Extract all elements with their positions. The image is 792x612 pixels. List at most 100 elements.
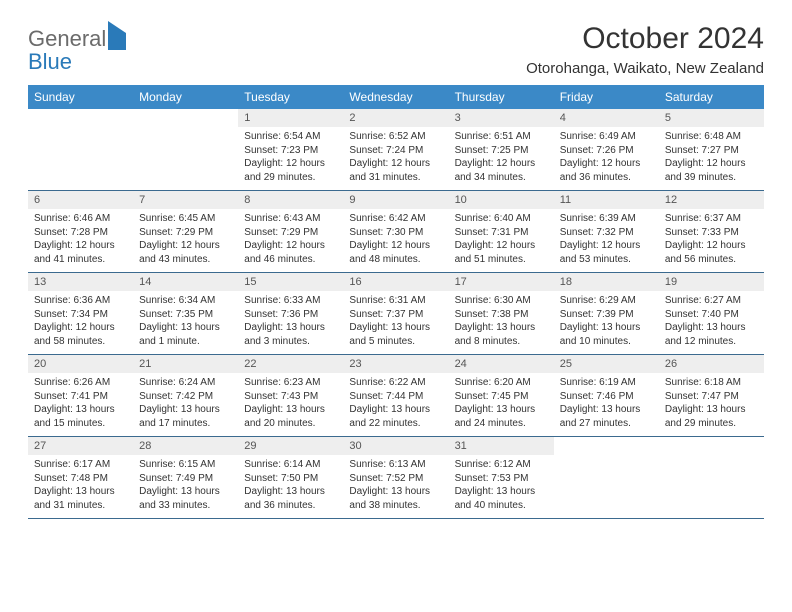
title-block: October 2024 Otorohanga, Waikato, New Ze… (526, 22, 764, 77)
daylight-text: Daylight: 13 hours and 40 minutes. (455, 485, 548, 512)
calendar-day-cell: 10Sunrise: 6:40 AMSunset: 7:31 PMDayligh… (449, 191, 554, 273)
sunrise-text: Sunrise: 6:45 AM (139, 212, 232, 226)
sunset-text: Sunset: 7:26 PM (560, 144, 653, 158)
sunset-text: Sunset: 7:29 PM (244, 226, 337, 240)
day-details: Sunrise: 6:42 AMSunset: 7:30 PMDaylight:… (343, 209, 448, 272)
day-number: 1 (238, 109, 343, 127)
day-number: 7 (133, 191, 238, 209)
daylight-text: Daylight: 12 hours and 56 minutes. (665, 239, 758, 266)
calendar-table: Sunday Monday Tuesday Wednesday Thursday… (28, 85, 764, 519)
calendar-day-cell: 5Sunrise: 6:48 AMSunset: 7:27 PMDaylight… (659, 109, 764, 191)
calendar-day-cell: 26Sunrise: 6:18 AMSunset: 7:47 PMDayligh… (659, 355, 764, 437)
day-details: Sunrise: 6:48 AMSunset: 7:27 PMDaylight:… (659, 127, 764, 190)
daylight-text: Daylight: 13 hours and 8 minutes. (455, 321, 548, 348)
calendar-day-cell: 4Sunrise: 6:49 AMSunset: 7:26 PMDaylight… (554, 109, 659, 191)
sunset-text: Sunset: 7:44 PM (349, 390, 442, 404)
calendar-day-cell: 7Sunrise: 6:45 AMSunset: 7:29 PMDaylight… (133, 191, 238, 273)
calendar-week-row: 27Sunrise: 6:17 AMSunset: 7:48 PMDayligh… (28, 437, 764, 519)
sunset-text: Sunset: 7:39 PM (560, 308, 653, 322)
sunset-text: Sunset: 7:45 PM (455, 390, 548, 404)
sunrise-text: Sunrise: 6:27 AM (665, 294, 758, 308)
day-number: 23 (343, 355, 448, 373)
day-number: 20 (28, 355, 133, 373)
day-details: Sunrise: 6:52 AMSunset: 7:24 PMDaylight:… (343, 127, 448, 190)
sunrise-text: Sunrise: 6:34 AM (139, 294, 232, 308)
sunrise-text: Sunrise: 6:39 AM (560, 212, 653, 226)
daylight-text: Daylight: 12 hours and 53 minutes. (560, 239, 653, 266)
daylight-text: Daylight: 13 hours and 15 minutes. (34, 403, 127, 430)
sunset-text: Sunset: 7:40 PM (665, 308, 758, 322)
sunrise-text: Sunrise: 6:54 AM (244, 130, 337, 144)
daylight-text: Daylight: 12 hours and 48 minutes. (349, 239, 442, 266)
daylight-text: Daylight: 12 hours and 29 minutes. (244, 157, 337, 184)
logo: General Blue (28, 28, 126, 74)
day-number: 15 (238, 273, 343, 291)
calendar-day-cell: 22Sunrise: 6:23 AMSunset: 7:43 PMDayligh… (238, 355, 343, 437)
day-number: 13 (28, 273, 133, 291)
day-number: 24 (449, 355, 554, 373)
calendar-day-cell: 24Sunrise: 6:20 AMSunset: 7:45 PMDayligh… (449, 355, 554, 437)
day-number: 16 (343, 273, 448, 291)
sunset-text: Sunset: 7:46 PM (560, 390, 653, 404)
day-number: 6 (28, 191, 133, 209)
day-details: Sunrise: 6:13 AMSunset: 7:52 PMDaylight:… (343, 455, 448, 518)
sunrise-text: Sunrise: 6:20 AM (455, 376, 548, 390)
day-header: Tuesday (238, 85, 343, 109)
day-details: Sunrise: 6:39 AMSunset: 7:32 PMDaylight:… (554, 209, 659, 272)
day-details: Sunrise: 6:37 AMSunset: 7:33 PMDaylight:… (659, 209, 764, 272)
calendar-day-cell: 16Sunrise: 6:31 AMSunset: 7:37 PMDayligh… (343, 273, 448, 355)
day-number: 18 (554, 273, 659, 291)
calendar-header-row: Sunday Monday Tuesday Wednesday Thursday… (28, 85, 764, 109)
day-number: 3 (449, 109, 554, 127)
day-details: Sunrise: 6:30 AMSunset: 7:38 PMDaylight:… (449, 291, 554, 354)
calendar-day-cell: .. (659, 437, 764, 519)
sunset-text: Sunset: 7:30 PM (349, 226, 442, 240)
day-header: Friday (554, 85, 659, 109)
daylight-text: Daylight: 13 hours and 17 minutes. (139, 403, 232, 430)
sunrise-text: Sunrise: 6:13 AM (349, 458, 442, 472)
sunset-text: Sunset: 7:53 PM (455, 472, 548, 486)
daylight-text: Daylight: 13 hours and 3 minutes. (244, 321, 337, 348)
sunset-text: Sunset: 7:32 PM (560, 226, 653, 240)
day-number: 2 (343, 109, 448, 127)
day-details: Sunrise: 6:43 AMSunset: 7:29 PMDaylight:… (238, 209, 343, 272)
daylight-text: Daylight: 13 hours and 29 minutes. (665, 403, 758, 430)
sunrise-text: Sunrise: 6:18 AM (665, 376, 758, 390)
day-details: Sunrise: 6:22 AMSunset: 7:44 PMDaylight:… (343, 373, 448, 436)
day-details: Sunrise: 6:19 AMSunset: 7:46 PMDaylight:… (554, 373, 659, 436)
day-details: Sunrise: 6:27 AMSunset: 7:40 PMDaylight:… (659, 291, 764, 354)
calendar-body: ....1Sunrise: 6:54 AMSunset: 7:23 PMDayl… (28, 109, 764, 519)
sunrise-text: Sunrise: 6:24 AM (139, 376, 232, 390)
calendar-day-cell: .. (554, 437, 659, 519)
daylight-text: Daylight: 13 hours and 27 minutes. (560, 403, 653, 430)
calendar-day-cell: 30Sunrise: 6:13 AMSunset: 7:52 PMDayligh… (343, 437, 448, 519)
calendar-day-cell: 13Sunrise: 6:36 AMSunset: 7:34 PMDayligh… (28, 273, 133, 355)
daylight-text: Daylight: 13 hours and 36 minutes. (244, 485, 337, 512)
day-number: 30 (343, 437, 448, 455)
calendar-week-row: 6Sunrise: 6:46 AMSunset: 7:28 PMDaylight… (28, 191, 764, 273)
day-details: Sunrise: 6:34 AMSunset: 7:35 PMDaylight:… (133, 291, 238, 354)
calendar-day-cell: 3Sunrise: 6:51 AMSunset: 7:25 PMDaylight… (449, 109, 554, 191)
day-number: 29 (238, 437, 343, 455)
sunset-text: Sunset: 7:49 PM (139, 472, 232, 486)
calendar-day-cell: 2Sunrise: 6:52 AMSunset: 7:24 PMDaylight… (343, 109, 448, 191)
calendar-week-row: ....1Sunrise: 6:54 AMSunset: 7:23 PMDayl… (28, 109, 764, 191)
sunrise-text: Sunrise: 6:40 AM (455, 212, 548, 226)
daylight-text: Daylight: 13 hours and 31 minutes. (34, 485, 127, 512)
sunrise-text: Sunrise: 6:52 AM (349, 130, 442, 144)
calendar-day-cell: 11Sunrise: 6:39 AMSunset: 7:32 PMDayligh… (554, 191, 659, 273)
daylight-text: Daylight: 12 hours and 34 minutes. (455, 157, 548, 184)
calendar-day-cell: 9Sunrise: 6:42 AMSunset: 7:30 PMDaylight… (343, 191, 448, 273)
sunset-text: Sunset: 7:24 PM (349, 144, 442, 158)
sunrise-text: Sunrise: 6:33 AM (244, 294, 337, 308)
calendar-day-cell: 19Sunrise: 6:27 AMSunset: 7:40 PMDayligh… (659, 273, 764, 355)
calendar-day-cell: 1Sunrise: 6:54 AMSunset: 7:23 PMDaylight… (238, 109, 343, 191)
daylight-text: Daylight: 12 hours and 36 minutes. (560, 157, 653, 184)
sunrise-text: Sunrise: 6:12 AM (455, 458, 548, 472)
calendar-day-cell: 8Sunrise: 6:43 AMSunset: 7:29 PMDaylight… (238, 191, 343, 273)
sunset-text: Sunset: 7:42 PM (139, 390, 232, 404)
calendar-day-cell: 20Sunrise: 6:26 AMSunset: 7:41 PMDayligh… (28, 355, 133, 437)
day-number: 12 (659, 191, 764, 209)
day-details: Sunrise: 6:51 AMSunset: 7:25 PMDaylight:… (449, 127, 554, 190)
sunrise-text: Sunrise: 6:17 AM (34, 458, 127, 472)
